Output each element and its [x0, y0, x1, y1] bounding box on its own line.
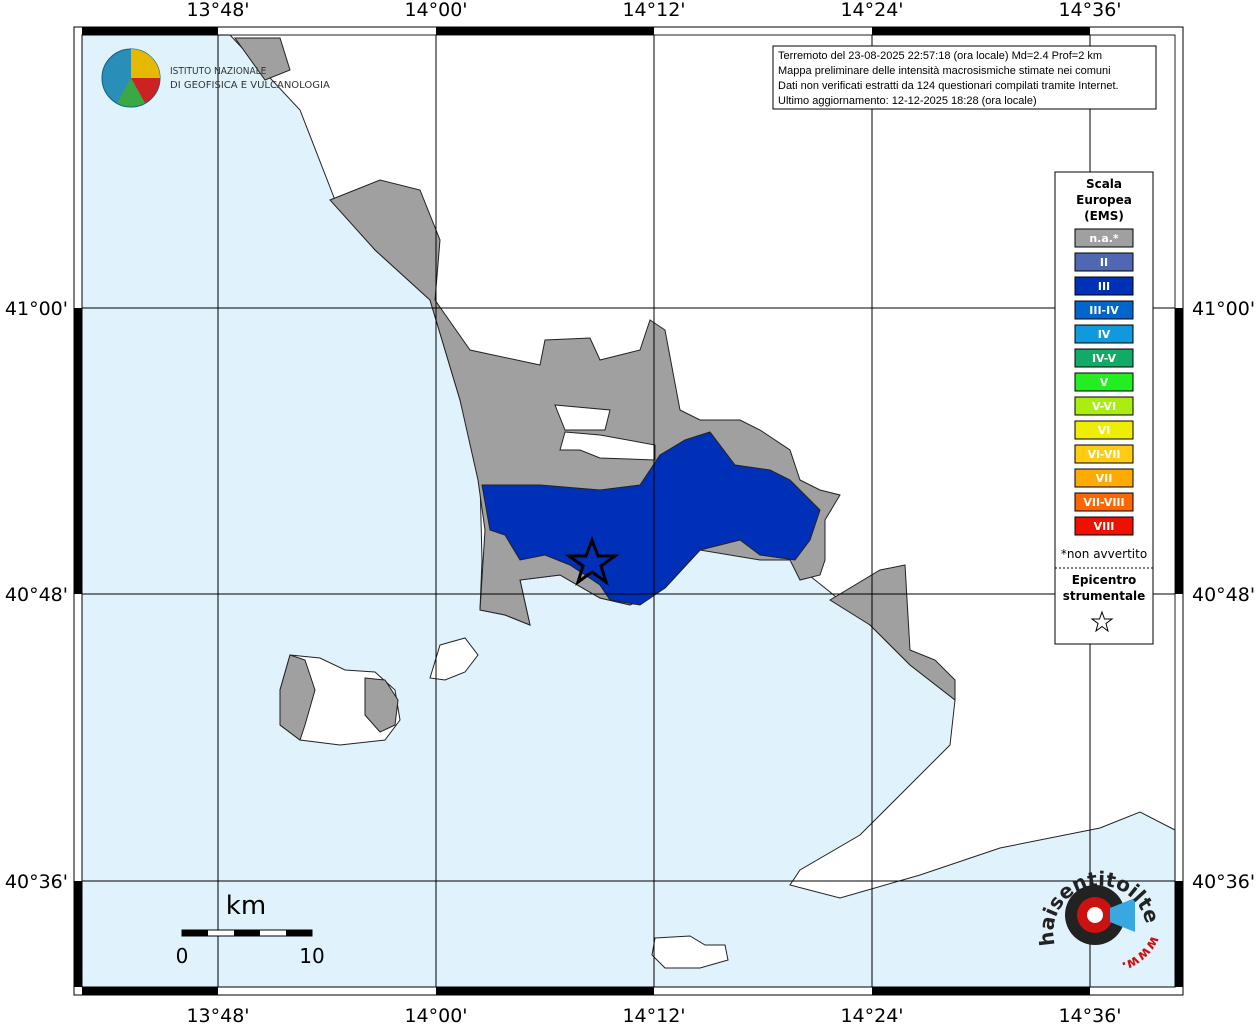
legend-label: VI-VII — [1087, 448, 1120, 461]
lon-label: 14°36' — [1058, 1005, 1121, 1024]
scale-unit: km — [226, 891, 266, 921]
legend-label: n.a.* — [1089, 232, 1119, 245]
info-line: Mappa preliminare delle intensità macros… — [778, 65, 1111, 77]
legend-title: (EMS) — [1084, 209, 1124, 223]
island-procida — [429, 637, 479, 681]
legend-swatch — [1074, 420, 1134, 440]
legend-label: V-VI — [1092, 400, 1116, 413]
lon-label: 14°00' — [404, 0, 467, 21]
legend-swatch — [1074, 324, 1134, 344]
island-capri — [651, 935, 729, 969]
logo-text: ISTITUTO NAZIONALE — [170, 66, 267, 77]
legend-label: IV — [1098, 328, 1111, 341]
info-box — [772, 45, 1157, 110]
legend-swatch — [1074, 300, 1134, 320]
legend-label: III-IV — [1089, 304, 1119, 317]
lat-label: 40°48' — [5, 584, 68, 606]
legend-swatch — [1074, 348, 1134, 368]
legend-label: II — [1100, 256, 1108, 269]
info-line: Dati non verificati estratti da 124 ques… — [778, 80, 1119, 92]
legend-swatch — [1074, 516, 1134, 536]
logo-text: DI GEOFISICA E VULCANOLOGIA — [170, 80, 330, 91]
ingv-logo: ISTITUTO NAZIONALE DI GEOFISICA E VULCAN… — [101, 48, 330, 108]
legend-note: *non avvertito — [1061, 547, 1147, 561]
legend-swatch — [1074, 396, 1134, 416]
epicenter-star — [564, 535, 620, 586]
legend-epicenter: Epicentro — [1072, 573, 1137, 587]
scale-label: 10 — [299, 944, 324, 968]
legend-swatch — [1074, 444, 1134, 464]
legend-label: IV-V — [1092, 352, 1117, 365]
unreported-area — [554, 404, 656, 461]
legend-star — [1090, 610, 1114, 633]
lon-label: 14°00' — [404, 1005, 467, 1024]
legend-title: Europea — [1076, 193, 1132, 207]
municipality — [234, 37, 291, 81]
legend-swatch — [1074, 468, 1134, 488]
legend-label: VI — [1098, 424, 1111, 437]
legend-swatch — [1074, 252, 1134, 272]
lon-label: 14°12' — [622, 0, 685, 21]
lon-label: 13°48' — [186, 0, 249, 21]
legend-label: V — [1100, 376, 1109, 389]
lat-label: 40°48' — [1192, 584, 1255, 606]
lat-label: 40°36' — [5, 871, 68, 893]
lon-label: 14°24' — [840, 1005, 903, 1024]
legend-box — [1054, 171, 1154, 645]
intensity-III-area — [481, 431, 821, 606]
lat-label: 41°00' — [1192, 298, 1255, 320]
legend-title: Scala — [1086, 177, 1122, 191]
legend: ScalaEuropea(EMS)n.a.*IIIIIIII-IVIVIV-VV… — [1055, 177, 1153, 633]
legend-label: VII — [1096, 472, 1113, 485]
legend-label: VII-VIII — [1083, 496, 1124, 509]
info-line: Terremoto del 23-08-2025 22:57:18 (ora l… — [778, 50, 1102, 62]
legend-label: III — [1098, 280, 1110, 293]
lon-label: 14°36' — [1058, 0, 1121, 21]
scale-bar: km 0 10 — [176, 891, 325, 968]
info-text: Terremoto del 23-08-2025 22:57:18 (ora l… — [778, 50, 1119, 107]
municipality — [279, 654, 399, 741]
info-line: Ultimo aggiornamento: 12-12-2025 18:28 (… — [778, 95, 1037, 107]
frame-ticks — [74, 27, 1183, 995]
lon-label: 13°48' — [186, 1005, 249, 1024]
lon-label: 14°24' — [840, 0, 903, 21]
scale-label: 0 — [176, 944, 189, 968]
legend-swatch — [1074, 276, 1134, 296]
legend-swatch — [1074, 372, 1134, 392]
legend-epicenter: strumentale — [1063, 589, 1146, 603]
legend-swatch — [1074, 228, 1134, 248]
municipality — [829, 564, 956, 702]
lat-label: 41°00' — [5, 298, 68, 320]
legend-label: VIII — [1094, 520, 1115, 533]
legend-swatch — [1074, 492, 1134, 512]
lat-label: 40°36' — [1192, 871, 1255, 893]
lon-label: 14°12' — [622, 1005, 685, 1024]
